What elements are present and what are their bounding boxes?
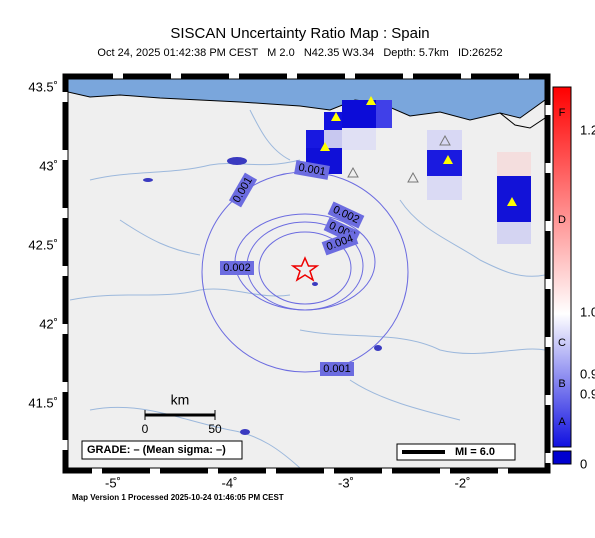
grade: GRADE: – (Mean sigma: –)	[87, 444, 226, 456]
colorbar-label: 0.9	[580, 386, 595, 401]
grade-letter: F	[559, 107, 566, 119]
colorbar	[552, 86, 572, 448]
mi: MI = 6.0	[455, 446, 495, 458]
lat-label: 41.5˚	[28, 395, 58, 410]
contour-labels: 0.001 0.001 0.002 0.003 0.004 0.002 0.00…	[220, 160, 365, 376]
grade-letter: A	[558, 416, 566, 428]
lat-label: 43.5˚	[28, 79, 58, 94]
footer: Map Version 1 Processed 2025-10-24 01:46…	[72, 493, 284, 502]
grade-box	[81, 440, 243, 460]
contour-label: 0.002	[223, 262, 251, 274]
lon-label: -4˚	[222, 475, 238, 490]
stations	[320, 96, 517, 206]
epicenter	[290, 256, 320, 282]
contour-label: 0.001	[323, 363, 351, 375]
lon-label: -3˚	[338, 475, 354, 490]
rivers	[69, 109, 545, 468]
scale-start: 0	[142, 422, 149, 436]
lat-label: 42.5˚	[28, 237, 58, 252]
map-border	[62, 73, 551, 474]
grade-letter: B	[558, 378, 565, 390]
subtitle: Oct 24, 2025 01:42:38 PM CEST M 2.0 N42.…	[97, 47, 502, 59]
map-frame	[67, 78, 546, 469]
lat-axis: 43.5˚ 43˚ 42.5˚ 42˚ 41.5˚	[28, 79, 58, 410]
mi-box	[396, 443, 516, 461]
colorbar-label: 0.9	[580, 366, 595, 381]
lon-label: -5˚	[105, 475, 121, 490]
lat-label: 43˚	[39, 158, 58, 173]
colorbar-label: 1.0	[580, 304, 595, 319]
title: SISCAN Uncertainty Ratio Map : Spain	[170, 25, 429, 42]
colorbar-label: 1.2	[580, 122, 595, 137]
lon-axis: -5˚ -4˚ -3˚ -2˚	[105, 475, 470, 490]
colorbar-label: 0	[580, 456, 587, 471]
scale-unit: km	[171, 392, 190, 408]
contour-label: 0.001	[297, 162, 326, 179]
lon-label: -2˚	[455, 475, 471, 490]
scale-end: 50	[208, 422, 222, 436]
scale-bar: km 0 50	[142, 392, 222, 436]
colorbar-min	[552, 450, 572, 465]
grade-letter: D	[558, 214, 566, 226]
lakes	[143, 157, 382, 435]
map-area	[68, 79, 545, 468]
border	[499, 112, 545, 129]
grade-letter: C	[558, 337, 566, 349]
lat-label: 42˚	[39, 316, 58, 331]
colorbar-labels: F D C B A 1.2 1.0 0.9 0.9 0	[558, 107, 595, 472]
